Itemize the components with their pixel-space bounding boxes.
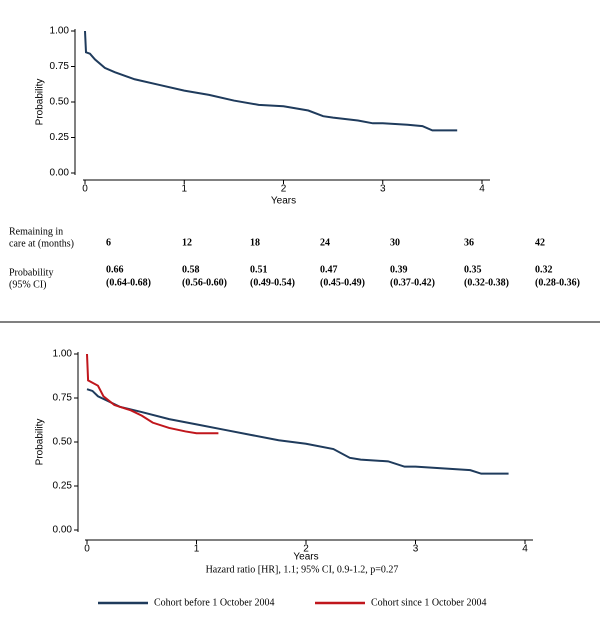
x-tick-label: 0 — [82, 184, 88, 195]
survival-curve — [86, 388, 509, 475]
x-tick-label: 2 — [303, 544, 309, 555]
x-tick-label: 1 — [181, 184, 187, 195]
table-cell: 0.47 — [320, 264, 338, 275]
x-tick-label: 4 — [522, 544, 528, 555]
y-tick-label: 0.75 — [53, 393, 73, 404]
table-cell: 36 — [464, 237, 474, 248]
table-cell: (0.32-0.38) — [464, 277, 509, 288]
legend-label: Cohort since 1 October 2004 — [371, 597, 487, 608]
x-axis-label: Years — [293, 552, 318, 563]
table-cell: (0.28-0.36) — [535, 277, 580, 288]
x-tick-label: 2 — [281, 184, 287, 195]
table-cell: 0.35 — [464, 264, 482, 275]
y-axis-label: Probability — [35, 419, 46, 466]
x-tick-label: 0 — [84, 544, 90, 555]
annotation: Hazard ratio [HR], 1.1; 95% CI, 0.9-1.2,… — [206, 564, 399, 575]
row-label: (95% CI) — [9, 279, 47, 290]
table-cell: 6 — [106, 237, 111, 248]
table-cell: (0.37-0.42) — [390, 277, 435, 288]
table-cell: 0.58 — [182, 264, 200, 275]
x-axis-label: Years — [271, 196, 296, 207]
y-tick-label: 0.00 — [53, 525, 73, 536]
x-tick-label: 3 — [413, 544, 419, 555]
y-tick-label: 0.00 — [50, 168, 70, 179]
y-tick-label: 0.50 — [53, 437, 73, 448]
x-tick-label: 1 — [194, 544, 200, 555]
table-cell: 0.32 — [535, 264, 553, 275]
table-cell: 24 — [320, 237, 330, 248]
table-cell: (0.49-0.54) — [250, 277, 295, 288]
row-label: Probability — [9, 267, 53, 278]
x-tick-label: 3 — [380, 184, 386, 195]
y-tick-label: 0.25 — [53, 481, 73, 492]
row-label: care at (months) — [9, 238, 74, 249]
row-label: Remaining in — [9, 226, 63, 237]
y-tick-label: 1.00 — [53, 349, 73, 360]
table-cell: (0.45-0.49) — [320, 277, 365, 288]
table-cell: 0.66 — [106, 264, 124, 275]
table-cell: (0.64-0.68) — [106, 277, 151, 288]
table-cell: 0.39 — [390, 264, 408, 275]
table-cell: 42 — [535, 237, 545, 248]
y-tick-label: 0.50 — [50, 97, 70, 108]
y-axis-label: Probability — [35, 79, 46, 126]
table-cell: 0.51 — [250, 264, 268, 275]
y-tick-label: 0.75 — [50, 61, 70, 72]
legend-label: Cohort before 1 October 2004 — [154, 597, 275, 608]
table-cell: (0.56-0.60) — [182, 277, 227, 288]
x-tick-label: 4 — [479, 184, 485, 195]
table-cell: 18 — [250, 237, 260, 248]
survival-curve — [86, 353, 219, 435]
table-cell: 30 — [390, 237, 400, 248]
y-tick-label: 1.00 — [50, 26, 70, 37]
table-cell: 12 — [182, 237, 192, 248]
y-tick-label: 0.25 — [50, 132, 70, 143]
survival-curve — [84, 30, 458, 132]
